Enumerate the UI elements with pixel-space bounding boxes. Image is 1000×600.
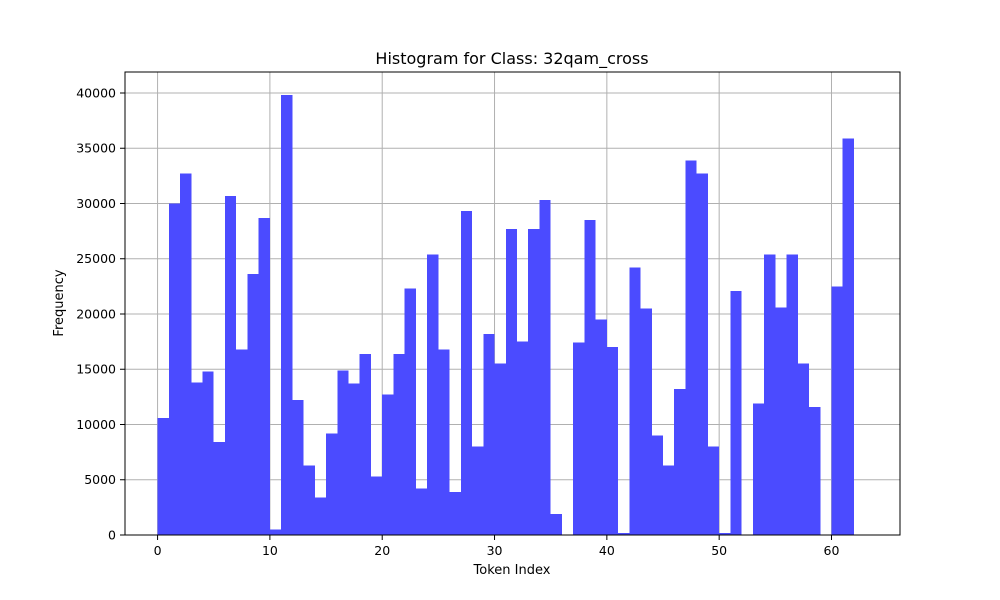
y-tick-label: 0 bbox=[108, 528, 116, 543]
histogram-bar bbox=[449, 491, 461, 535]
histogram-bar bbox=[674, 389, 686, 535]
x-tick-label: 60 bbox=[824, 543, 840, 558]
histogram-bar bbox=[707, 446, 720, 535]
histogram-bar bbox=[528, 228, 540, 536]
histogram-bar bbox=[224, 195, 237, 535]
histogram-bar bbox=[314, 497, 327, 535]
histogram-bar bbox=[730, 290, 742, 535]
x-tick-label: 10 bbox=[262, 543, 278, 558]
histogram-bar bbox=[303, 465, 315, 535]
histogram-bar bbox=[651, 435, 664, 535]
x-tick-label: 50 bbox=[711, 543, 727, 558]
x-tick-label: 0 bbox=[154, 543, 162, 558]
histogram-bar bbox=[618, 532, 630, 535]
histogram-bar bbox=[775, 307, 787, 535]
histogram-bar bbox=[393, 353, 405, 535]
histogram-bar bbox=[370, 476, 383, 535]
y-tick-label: 40000 bbox=[76, 85, 116, 100]
histogram-bar bbox=[550, 514, 562, 535]
histogram-bar bbox=[258, 217, 270, 535]
histogram-bar bbox=[505, 228, 517, 536]
histogram-bar bbox=[494, 363, 506, 535]
histogram-bar bbox=[539, 200, 551, 535]
histogram-bar bbox=[584, 220, 596, 535]
histogram-bar bbox=[180, 173, 192, 535]
histogram-bar bbox=[213, 442, 225, 535]
histogram-bar bbox=[483, 333, 495, 535]
histogram-bar bbox=[168, 203, 181, 536]
histogram-bar bbox=[573, 342, 585, 535]
histogram-bar bbox=[292, 400, 304, 535]
histogram-bar bbox=[382, 394, 394, 535]
y-tick-label: 15000 bbox=[76, 362, 116, 377]
plot-frame bbox=[124, 71, 901, 536]
histogram-bar bbox=[809, 406, 821, 535]
histogram-bar bbox=[472, 446, 484, 535]
histogram-bar bbox=[359, 353, 371, 535]
histogram-bar bbox=[842, 138, 854, 535]
histogram-bar bbox=[516, 341, 529, 535]
histogram-bar bbox=[696, 173, 708, 535]
histogram-bar bbox=[640, 308, 652, 535]
histogram-bars bbox=[157, 95, 854, 536]
histogram-bar bbox=[337, 370, 349, 535]
y-axis-label: Frequency bbox=[52, 269, 67, 336]
histogram-bar bbox=[404, 288, 416, 535]
y-tick-label: 25000 bbox=[76, 251, 116, 266]
y-tick-label: 20000 bbox=[76, 306, 116, 321]
histogram-bar bbox=[764, 254, 776, 535]
histogram-bar bbox=[797, 363, 810, 535]
histogram-bar bbox=[191, 382, 203, 535]
histogram-bar bbox=[427, 254, 439, 535]
histogram-bar bbox=[629, 267, 641, 535]
histogram-bar bbox=[247, 274, 259, 535]
histogram-bar bbox=[157, 417, 169, 535]
histogram-bar bbox=[719, 532, 731, 535]
y-tick-label: 5000 bbox=[84, 472, 116, 487]
histogram-bar bbox=[236, 349, 248, 535]
y-tick-label: 35000 bbox=[76, 141, 116, 156]
histogram-bar bbox=[685, 160, 697, 536]
x-axis-label: Token Index bbox=[473, 563, 551, 578]
histogram-bar bbox=[663, 465, 675, 535]
histogram-bar bbox=[202, 371, 214, 535]
histogram-bar bbox=[348, 383, 360, 535]
histogram-bar bbox=[831, 286, 843, 535]
y-tick-label: 10000 bbox=[76, 417, 116, 432]
histogram-bar bbox=[460, 211, 473, 535]
chart-title: Histogram for Class: 32qam_cross bbox=[375, 49, 648, 69]
histogram-bar bbox=[438, 349, 450, 535]
histogram-bar bbox=[415, 488, 428, 535]
x-tick-label: 20 bbox=[374, 543, 390, 558]
histogram-bar bbox=[595, 319, 607, 535]
x-tick-label: 30 bbox=[487, 543, 503, 558]
histogram-bar bbox=[326, 433, 338, 535]
histogram-bar bbox=[281, 95, 293, 535]
histogram-bar bbox=[606, 347, 619, 535]
axis-ticks: 0 10 20 30 40 50 60 0 5000 10000 15000 20000 25000 30… bbox=[76, 85, 839, 558]
histogram-bar bbox=[269, 529, 282, 535]
y-tick-label: 30000 bbox=[76, 196, 116, 211]
histogram-bar bbox=[786, 254, 798, 535]
x-tick-label: 40 bbox=[599, 543, 615, 558]
histogram-bar bbox=[752, 403, 765, 535]
